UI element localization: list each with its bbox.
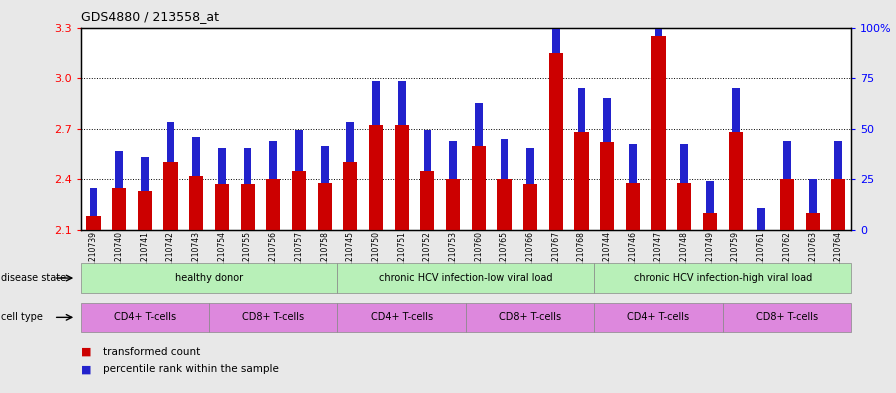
Bar bbox=[680, 144, 688, 183]
Bar bbox=[369, 125, 383, 230]
Bar bbox=[163, 162, 177, 230]
Text: CD8+ T-cells: CD8+ T-cells bbox=[499, 312, 561, 322]
Bar bbox=[317, 183, 332, 230]
Text: transformed count: transformed count bbox=[103, 347, 201, 357]
Bar bbox=[702, 213, 717, 230]
Bar bbox=[625, 183, 640, 230]
Bar bbox=[189, 176, 203, 230]
Bar bbox=[244, 148, 252, 184]
Text: cell type: cell type bbox=[1, 312, 43, 322]
Bar bbox=[809, 179, 816, 213]
Bar bbox=[240, 184, 254, 230]
Bar bbox=[548, 53, 563, 230]
Bar bbox=[831, 179, 846, 230]
Bar bbox=[552, 0, 560, 53]
Bar bbox=[167, 122, 175, 162]
Text: ■: ■ bbox=[81, 347, 91, 357]
Text: CD4+ T-cells: CD4+ T-cells bbox=[627, 312, 690, 322]
Text: chronic HCV infection-low viral load: chronic HCV infection-low viral load bbox=[379, 273, 553, 283]
Bar bbox=[372, 81, 380, 125]
Bar bbox=[295, 130, 303, 171]
Text: disease state: disease state bbox=[1, 273, 66, 283]
Text: percentile rank within the sample: percentile rank within the sample bbox=[103, 364, 279, 375]
Bar bbox=[655, 0, 662, 36]
Bar bbox=[215, 184, 229, 230]
Bar bbox=[141, 157, 149, 191]
Bar bbox=[677, 183, 692, 230]
Bar bbox=[706, 181, 714, 213]
Bar bbox=[780, 179, 794, 230]
Bar bbox=[398, 81, 406, 125]
Bar bbox=[732, 88, 739, 132]
Bar bbox=[394, 125, 409, 230]
Bar bbox=[420, 171, 435, 230]
Bar bbox=[806, 213, 820, 230]
Text: CD4+ T-cells: CD4+ T-cells bbox=[114, 312, 176, 322]
Bar bbox=[343, 162, 358, 230]
Bar bbox=[629, 144, 637, 183]
Bar bbox=[578, 88, 585, 132]
Bar bbox=[193, 138, 200, 176]
Bar bbox=[600, 142, 615, 230]
Bar bbox=[728, 132, 743, 230]
Bar bbox=[475, 103, 483, 145]
Bar bbox=[86, 217, 100, 230]
Bar bbox=[574, 132, 589, 230]
Bar bbox=[449, 141, 457, 179]
Text: CD8+ T-cells: CD8+ T-cells bbox=[242, 312, 305, 322]
Text: healthy donor: healthy donor bbox=[175, 273, 243, 283]
Bar bbox=[783, 141, 791, 179]
Bar bbox=[603, 98, 611, 142]
Bar bbox=[424, 130, 431, 171]
Bar bbox=[754, 230, 769, 238]
Text: CD8+ T-cells: CD8+ T-cells bbox=[756, 312, 818, 322]
Bar bbox=[834, 141, 842, 179]
Text: CD4+ T-cells: CD4+ T-cells bbox=[371, 312, 433, 322]
Bar bbox=[526, 148, 534, 184]
Bar bbox=[651, 36, 666, 230]
Bar bbox=[347, 122, 354, 162]
Text: chronic HCV infection-high viral load: chronic HCV infection-high viral load bbox=[633, 273, 812, 283]
Bar bbox=[112, 188, 126, 230]
Bar bbox=[116, 151, 123, 188]
Bar bbox=[90, 188, 98, 217]
Bar bbox=[523, 184, 538, 230]
Text: ■: ■ bbox=[81, 364, 91, 375]
Bar bbox=[138, 191, 152, 230]
Bar bbox=[292, 171, 306, 230]
Bar bbox=[757, 208, 765, 238]
Bar bbox=[321, 146, 329, 183]
Bar bbox=[218, 148, 226, 184]
Bar bbox=[270, 141, 277, 179]
Bar bbox=[446, 179, 461, 230]
Bar bbox=[497, 179, 512, 230]
Bar bbox=[266, 179, 280, 230]
Text: GDS4880 / 213558_at: GDS4880 / 213558_at bbox=[81, 10, 219, 23]
Bar bbox=[471, 145, 486, 230]
Bar bbox=[501, 139, 508, 179]
